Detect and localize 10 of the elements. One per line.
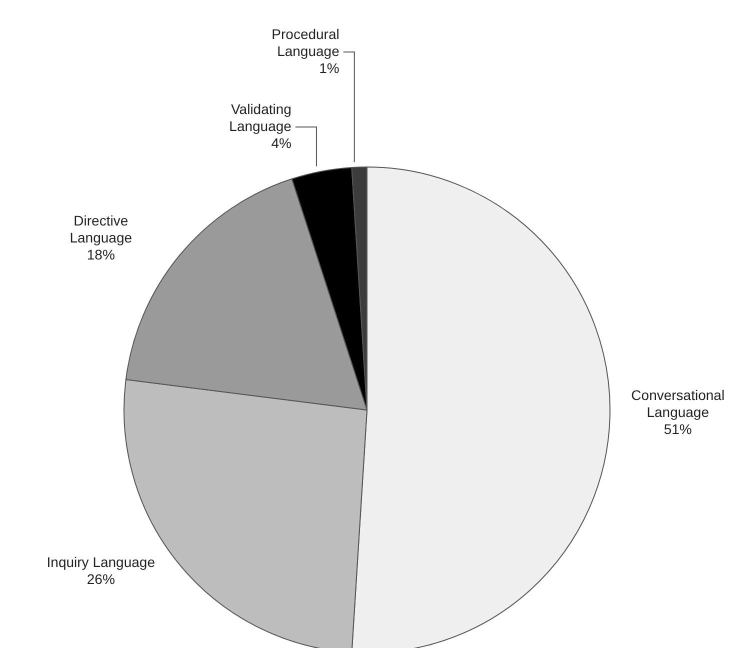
slice-label: Conversational Language xyxy=(631,386,725,420)
slice-label: Validating Language xyxy=(229,100,292,134)
data-label: 1% xyxy=(319,60,340,76)
slice-label: Procedural Language xyxy=(272,26,340,59)
data-label: 26% xyxy=(86,570,115,587)
data-label: 4% xyxy=(271,134,292,151)
data-label: 18% xyxy=(86,246,115,262)
data-label: 51% xyxy=(664,420,692,437)
slice-label: Directive Language xyxy=(70,212,132,246)
slice-label: Inquiry Language xyxy=(46,554,156,570)
